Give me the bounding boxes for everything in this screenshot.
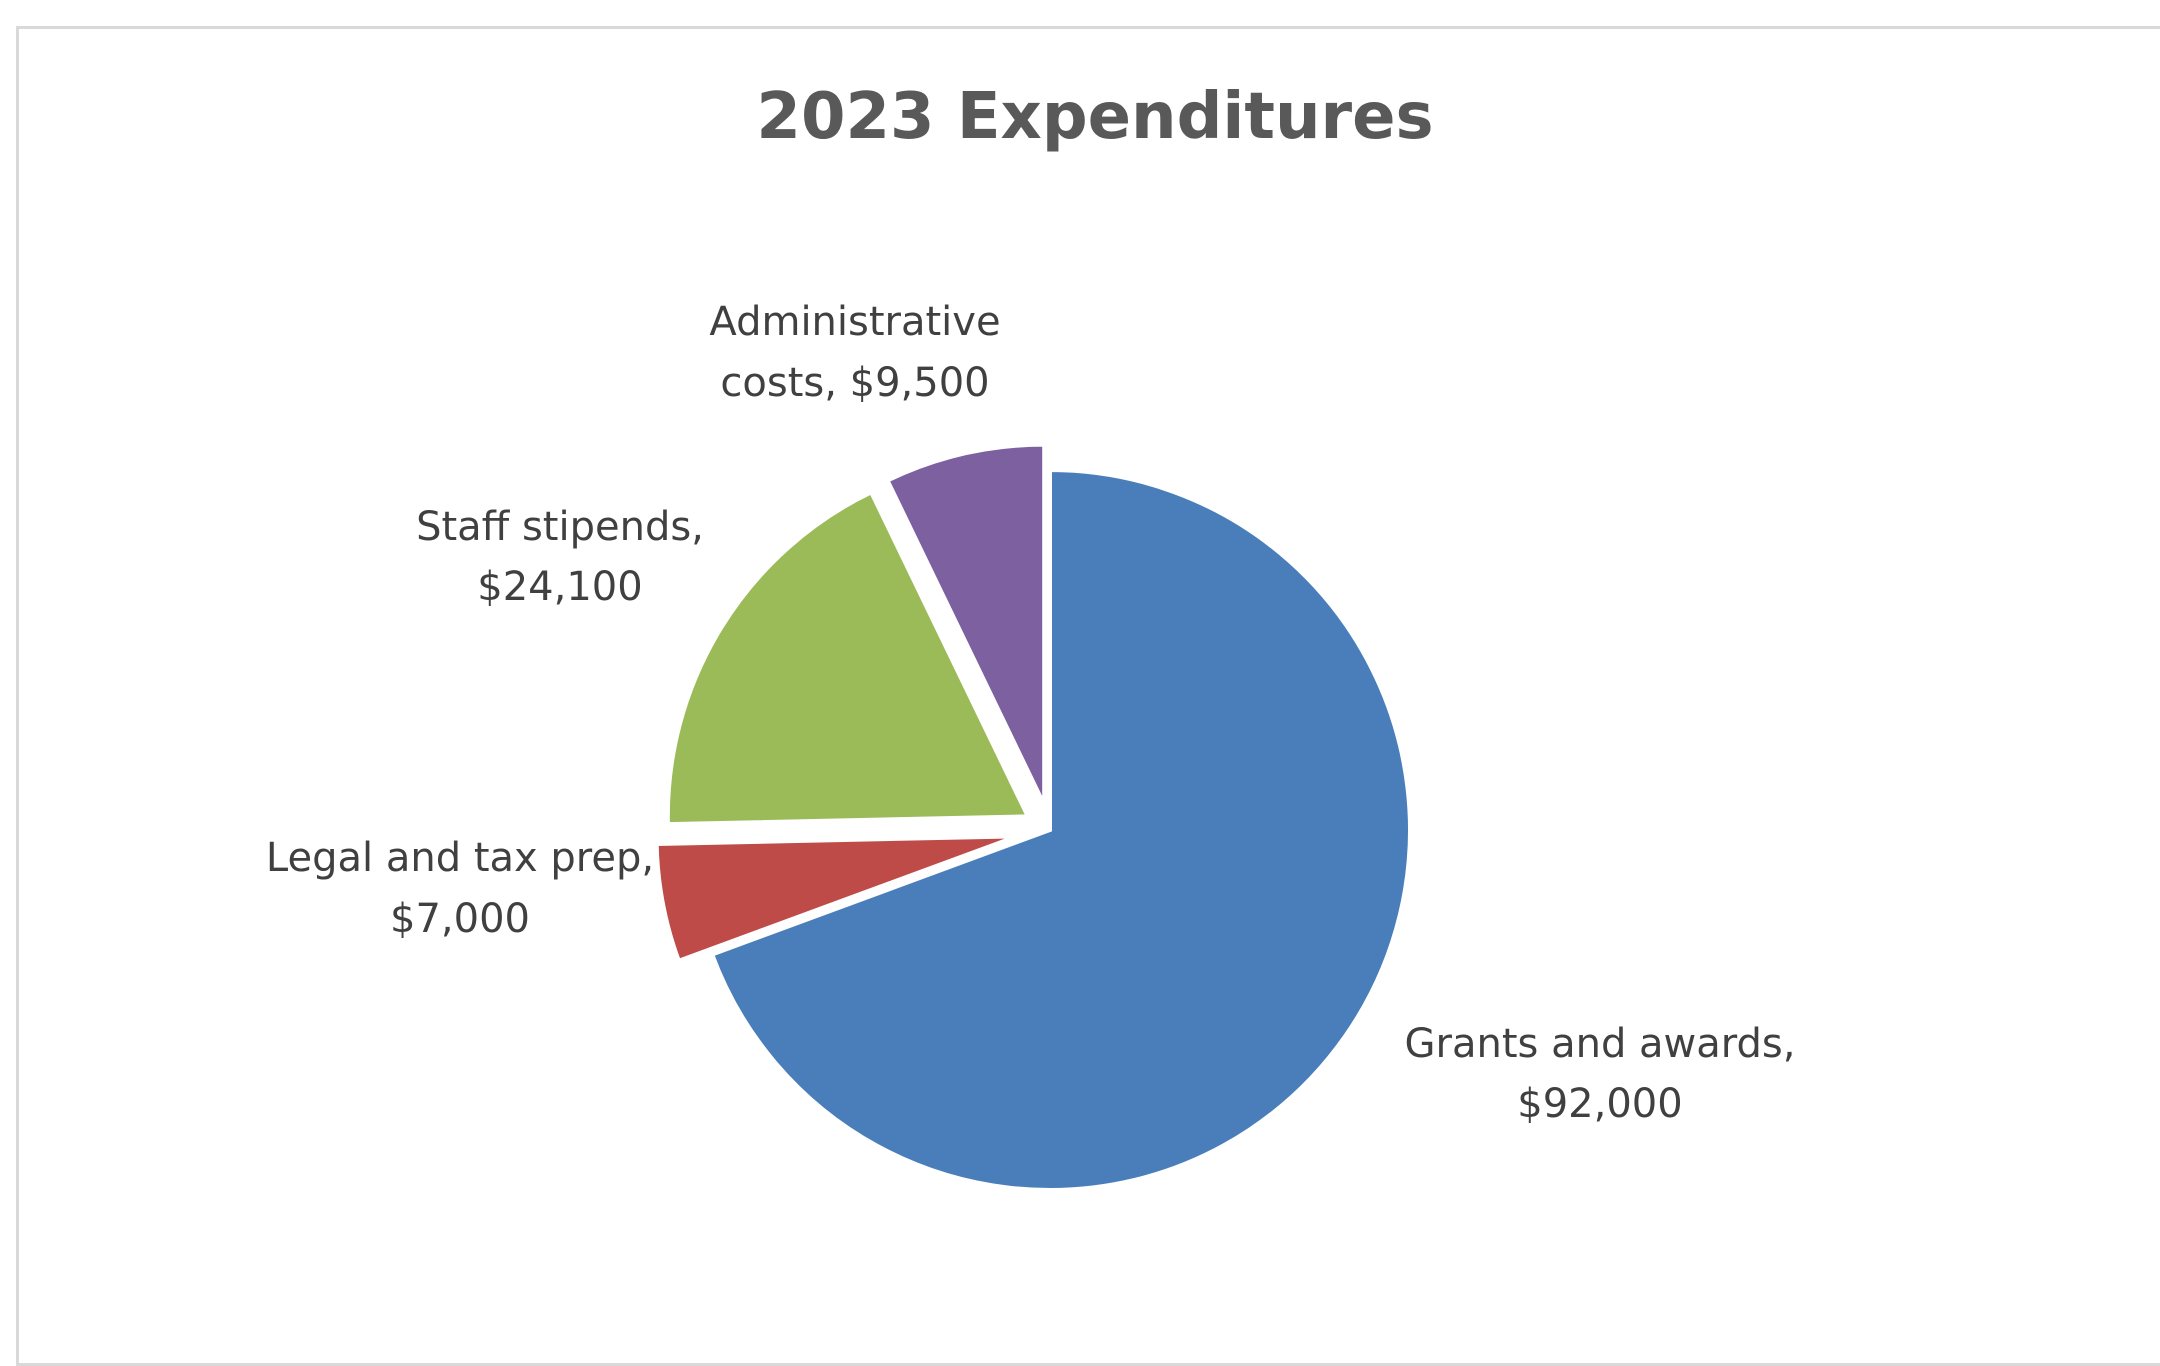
pie-chart: Grants and awards, $92,000 Legal and tax p… [266, 299, 1796, 1192]
chart-title: 2023 Expenditures [756, 80, 1434, 154]
pie-slice-legal-and-tax-prep [654, 834, 1018, 964]
slice-label-line2: $92,000 [1517, 1081, 1682, 1127]
slice-label-line2: $7,000 [390, 896, 530, 942]
slice-label-line2: $24,100 [477, 564, 642, 610]
slice-label-line1: Staff stipends, [416, 504, 704, 550]
pie-slice-staff-stipends [665, 489, 1031, 827]
slice-label-line1: Administrative [709, 299, 1000, 345]
pie-slice-grants-and-awards [709, 467, 1412, 1192]
slice-label-line1: Grants and awards, [1405, 1021, 1796, 1067]
pie-slice-administrative-costs [884, 442, 1047, 806]
slice-label-line1: Legal and tax prep, [266, 835, 654, 881]
slice-label-line2: costs, $9,500 [720, 360, 989, 406]
